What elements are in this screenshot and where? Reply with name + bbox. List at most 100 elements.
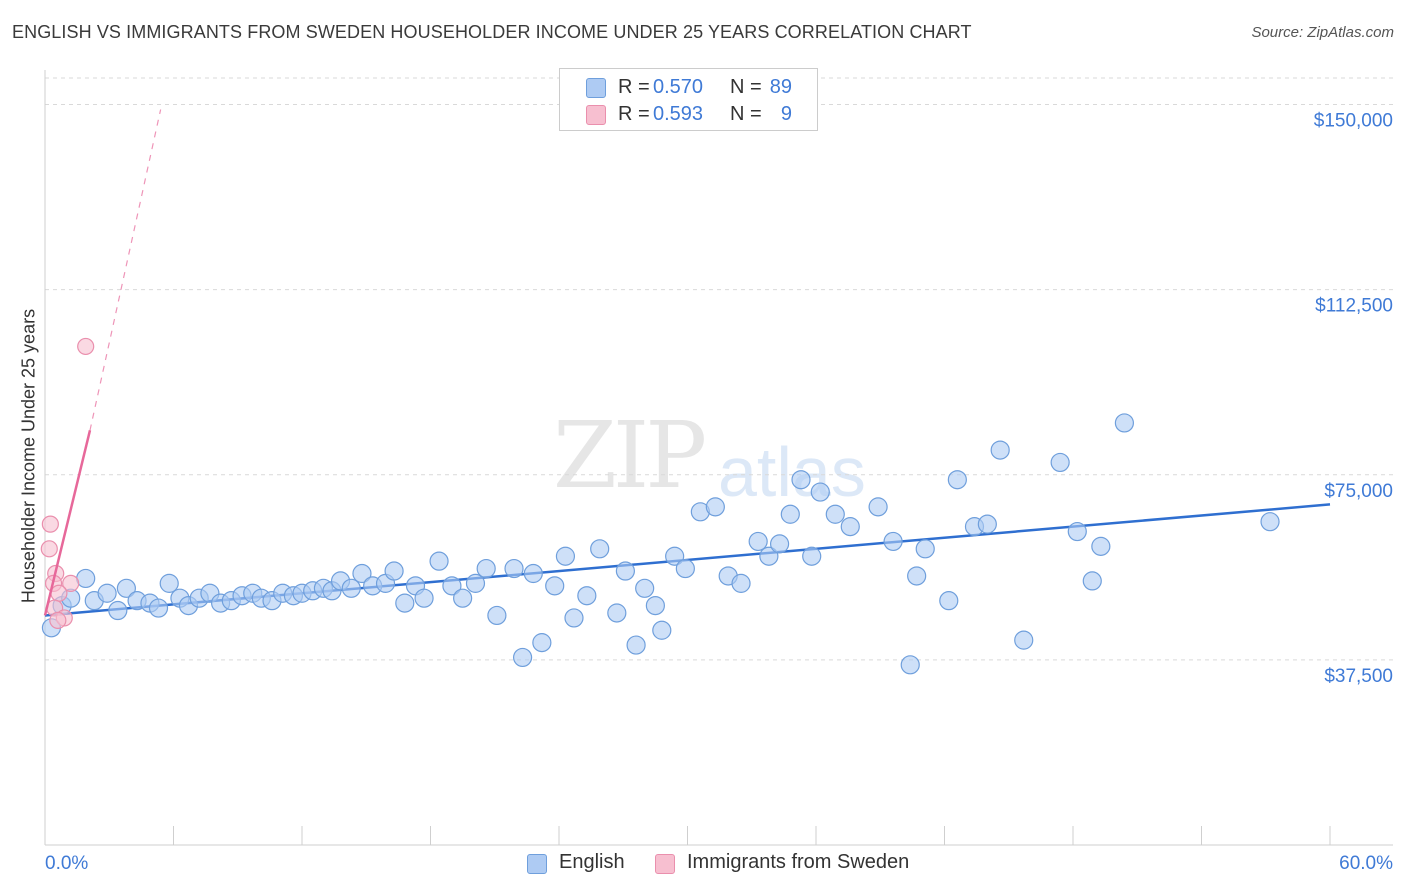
x-tick-label: 0.0% <box>45 853 88 874</box>
english-point <box>626 635 646 655</box>
english-point <box>977 514 997 534</box>
bottom-legend-label-sweden: Immigrants from Sweden <box>687 851 910 873</box>
bottom-legend-label-english: English <box>559 851 625 873</box>
english-point <box>487 605 507 626</box>
english-point <box>748 531 768 552</box>
english-point <box>675 558 695 579</box>
legend-r-value: 0.570 <box>653 76 704 98</box>
english-point <box>523 563 543 584</box>
english-point <box>947 470 967 490</box>
english-point <box>395 593 415 613</box>
trend-lines <box>44 109 1331 617</box>
english-point <box>108 600 128 621</box>
english-point <box>665 546 685 566</box>
english-point <box>532 633 552 653</box>
legend-swatch-english <box>586 78 606 98</box>
english-point <box>615 561 635 581</box>
axes <box>44 70 1393 846</box>
y-tick-label: $150,000 <box>1314 111 1393 132</box>
english-point <box>731 573 751 593</box>
bottom-legend-swatch-sweden <box>655 854 675 874</box>
english-point <box>545 576 565 596</box>
legend-row-english: R = 0.570 N = 89 <box>560 74 817 100</box>
english-point <box>915 539 935 559</box>
x-tick-label: 60.0% <box>1339 853 1393 874</box>
english-point <box>907 566 927 586</box>
english-point <box>990 440 1010 460</box>
sweden-point <box>41 515 59 533</box>
english-point <box>1091 536 1111 556</box>
english-point <box>465 573 486 593</box>
legend-r-label: R = <box>618 103 650 125</box>
english-point <box>1050 452 1070 473</box>
english-point <box>1067 521 1087 542</box>
english-point <box>148 598 169 618</box>
english-point <box>476 558 496 579</box>
legend-n-value: 9 <box>780 103 792 125</box>
legend-row-sweden: R = 0.593 N = 9 <box>560 101 817 127</box>
y-tick-label: $112,500 <box>1315 296 1393 317</box>
english-point <box>590 539 610 559</box>
sweden-points <box>40 337 95 629</box>
legend-n-label: N = <box>730 76 762 98</box>
english-point <box>1082 571 1102 591</box>
english-point <box>341 578 361 598</box>
english-point <box>840 517 860 537</box>
english-point <box>868 497 888 517</box>
watermark-zip: ZIP <box>553 402 707 509</box>
y-tick-label: $37,500 <box>1324 666 1393 687</box>
english-point <box>116 578 136 598</box>
correlation-legend: R = 0.570 N = 89 R = 0.593 N = 9 <box>559 68 818 131</box>
english-point <box>159 573 179 593</box>
english-point <box>97 583 117 603</box>
english-point <box>429 551 449 571</box>
english-point <box>1014 630 1034 650</box>
english-point <box>1260 512 1280 532</box>
english-point <box>825 504 845 524</box>
english-point <box>939 591 959 611</box>
y-axis-label: Householder Income Under 25 years <box>18 308 39 604</box>
english-point <box>645 595 665 616</box>
sweden-trend-line <box>43 430 92 616</box>
sweden-point <box>49 611 67 629</box>
source-credit: Source: ZipAtlas.com <box>1251 24 1394 41</box>
chart-title: ENGLISH VS IMMIGRANTS FROM SWEDEN HOUSEH… <box>12 22 972 42</box>
y-tick-label: $75,000 <box>1324 481 1393 502</box>
english-point <box>791 470 811 490</box>
sweden-point <box>40 540 58 558</box>
gridlines <box>45 77 1393 661</box>
english-point <box>453 588 473 608</box>
english-point <box>564 608 584 628</box>
bottom-legend-swatch-english <box>527 854 547 874</box>
english-point <box>883 531 903 552</box>
watermark-atlas: atlas <box>718 433 866 511</box>
sweden-trend-line-dashed <box>89 109 162 431</box>
english-point <box>352 563 372 584</box>
english-point <box>607 603 627 623</box>
english-point <box>512 647 533 668</box>
legend-n-value: 89 <box>769 76 792 98</box>
sweden-point <box>50 584 68 602</box>
sweden-point <box>62 574 80 592</box>
english-points <box>41 413 1280 675</box>
legend-swatch-sweden <box>586 105 606 125</box>
english-point <box>76 568 96 589</box>
legend-n-label: N = <box>730 103 762 125</box>
x-tick-labels: 0.0% 60.0% <box>45 853 1393 874</box>
english-point <box>1114 413 1135 433</box>
legend-r-value: 0.593 <box>653 103 704 125</box>
sweden-point <box>77 337 95 356</box>
english-point <box>635 578 655 598</box>
y-tick-labels: $37,500 $75,000 $112,500 $150,000 <box>1314 111 1393 687</box>
english-point <box>810 482 830 502</box>
english-point <box>577 586 597 606</box>
english-point <box>769 534 790 554</box>
english-point <box>414 588 434 608</box>
english-point <box>652 620 672 640</box>
english-point <box>504 558 524 579</box>
english-point <box>759 546 779 566</box>
english-point <box>384 561 404 581</box>
english-point <box>555 546 576 566</box>
english-point <box>442 576 462 596</box>
